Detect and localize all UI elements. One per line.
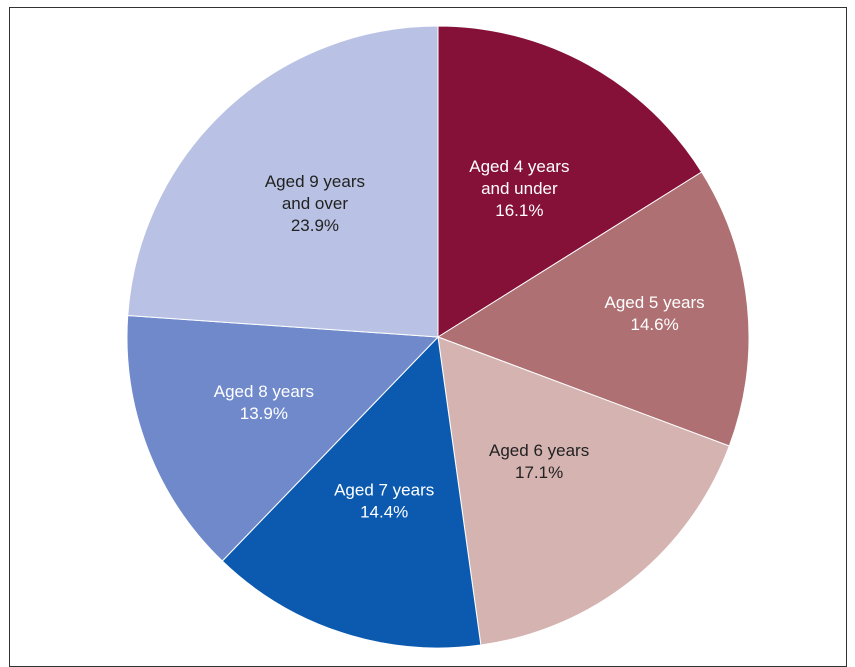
pie-slice-label-1: Aged 4 years and under 16.1% (469, 158, 569, 221)
slice-category-label: and over (282, 195, 348, 214)
pie-slice-4 (221, 335, 482, 649)
slice-category-label: Aged 9 years (265, 173, 365, 192)
pie-slice-label-6: Aged 9 years and over 23.9% (265, 173, 365, 236)
pie-slice-label-5: Aged 8 years 13.9% (214, 383, 314, 424)
slice-percent-label: 13.9% (240, 405, 288, 424)
pie-slice-5 (126, 314, 440, 562)
slice-category-label: Aged 5 years (605, 294, 705, 313)
pie-slices (126, 25, 750, 649)
pie-slice-6 (127, 25, 439, 338)
slice-category-label: and under (481, 180, 558, 199)
slice-percent-label: 14.6% (630, 316, 678, 335)
slice-percent-label: 14.4% (360, 503, 408, 522)
pie-slice-label-3: Aged 6 years 17.1% (489, 442, 589, 483)
pie-slice-label-2: Aged 5 years 14.6% (605, 294, 705, 335)
pie-slice-2 (436, 171, 750, 447)
slice-category-label: Aged 6 years (489, 442, 589, 461)
slice-category-label: Aged 4 years (469, 158, 569, 177)
pie-labels: Aged 4 years and under 16.1% Aged 5 years 14… (214, 158, 705, 523)
slice-percent-label: 23.9% (291, 217, 339, 236)
slice-percent-label: 16.1% (495, 202, 543, 221)
pie-slice-1 (437, 25, 703, 338)
slice-category-label: Aged 8 years (214, 383, 314, 402)
pie-slice-3 (437, 336, 730, 646)
pie-slice-label-4: Aged 7 years 14.4% (334, 481, 434, 522)
slice-percent-label: 17.1% (515, 464, 563, 483)
slice-category-label: Aged 7 years (334, 481, 434, 500)
